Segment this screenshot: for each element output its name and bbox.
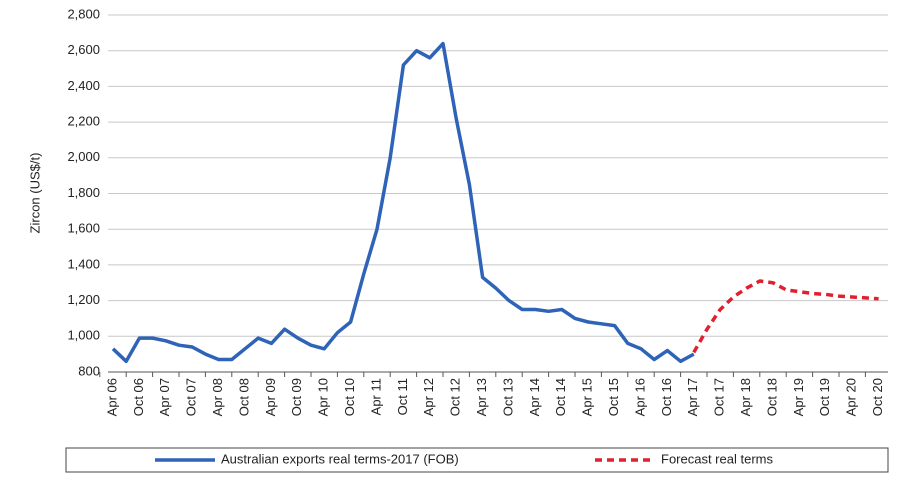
- x-tick-label: Oct 17: [712, 378, 727, 416]
- y-tick-label: 1,800: [67, 185, 100, 200]
- x-tick-label: Apr 16: [632, 378, 647, 416]
- x-tick-label: Apr 06: [104, 378, 119, 416]
- y-tick-label: 2,600: [67, 42, 100, 57]
- y-tick-label: 800: [78, 363, 100, 378]
- x-tick-label: Apr 19: [791, 378, 806, 416]
- line-series: [692, 279, 879, 354]
- y-tick-label: 1,200: [67, 292, 100, 307]
- x-tick-label: Oct 18: [764, 378, 779, 416]
- legend-box: [65, 447, 889, 473]
- legend-label: Forecast real terms: [661, 451, 773, 466]
- x-tick-label: Apr 15: [580, 378, 595, 416]
- x-tick-label: Apr 08: [210, 378, 225, 416]
- y-tick-label: 2,800: [67, 6, 100, 21]
- x-tick-label: Apr 13: [474, 378, 489, 416]
- y-tick-label: 2,000: [67, 149, 100, 164]
- x-tick-label: Oct 20: [870, 378, 885, 416]
- y-axis-label: Zircon (US$/t): [27, 153, 42, 234]
- x-tick-label: Oct 09: [289, 378, 304, 416]
- x-tick-label: Apr 14: [527, 378, 542, 416]
- x-tick-label: Oct 06: [131, 378, 146, 416]
- x-tick-label: Apr 20: [844, 378, 859, 416]
- x-tick-label: Apr 07: [157, 378, 172, 416]
- y-tick-label: 2,200: [67, 114, 100, 129]
- x-tick-label: Apr 12: [421, 378, 436, 416]
- x-tick-label: Apr 11: [368, 378, 383, 415]
- x-tick-label: Apr 18: [738, 378, 753, 416]
- y-tick-label: 1,600: [67, 221, 100, 236]
- x-tick-label: Oct 16: [659, 378, 674, 416]
- x-tick-label: Apr 09: [263, 378, 278, 416]
- x-tick-label: Oct 12: [448, 378, 463, 416]
- y-tick-label: 1,000: [67, 328, 100, 343]
- x-tick-label: Apr 17: [685, 378, 700, 416]
- x-tick-label: Oct 10: [342, 378, 357, 416]
- line-series: [111, 41, 695, 364]
- x-tick-label: Oct 07: [184, 378, 199, 416]
- x-tick-label: Oct 14: [553, 378, 568, 416]
- x-tick-label: Oct 19: [817, 378, 832, 416]
- x-tick-label: Oct 08: [236, 378, 251, 416]
- legend-label: Australian exports real terms-2017 (FOB): [221, 451, 459, 466]
- x-tick-label: Oct 15: [606, 378, 621, 416]
- x-tick-label: Oct 13: [500, 378, 515, 416]
- y-tick-label: 2,400: [67, 78, 100, 93]
- x-tick-label: Apr 10: [316, 378, 331, 416]
- x-tick-label: Oct 11: [395, 378, 410, 415]
- y-tick-label: 1,400: [67, 256, 100, 271]
